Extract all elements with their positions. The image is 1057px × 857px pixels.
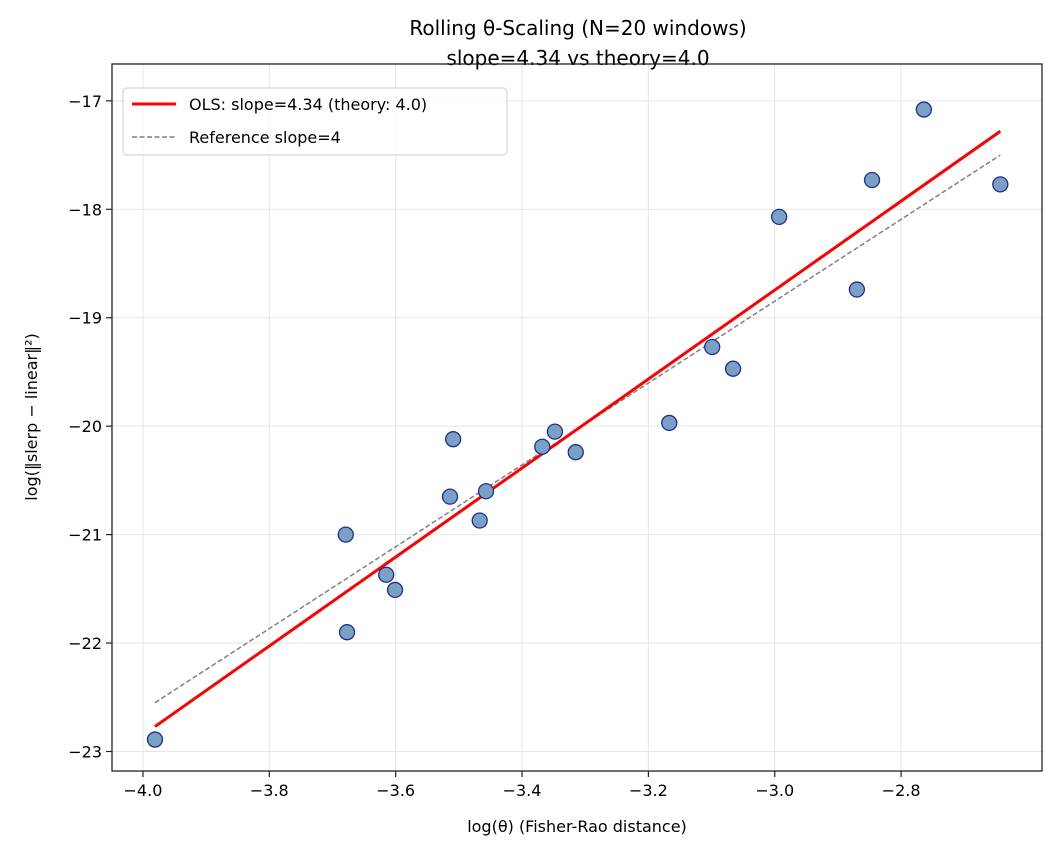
data-point xyxy=(992,176,1009,193)
data-point xyxy=(771,208,788,226)
data-point xyxy=(567,444,584,461)
data-point xyxy=(441,488,459,505)
ols-fit-line xyxy=(154,130,1002,728)
data-point xyxy=(378,566,395,583)
data-point xyxy=(704,338,721,356)
data-point xyxy=(386,581,404,599)
legend-box xyxy=(122,87,508,156)
x-tick-label: −3.2 xyxy=(629,781,668,800)
data-point xyxy=(477,483,495,500)
y-tick-label: −21 xyxy=(68,526,102,545)
data-point xyxy=(661,414,678,432)
y-tick-label: −19 xyxy=(68,309,102,328)
data-point xyxy=(724,360,742,377)
y-tick-label: −17 xyxy=(68,92,102,111)
data-point xyxy=(146,731,164,748)
data-point xyxy=(546,423,564,440)
y-ticks: −17 −18 −19 −20 −21 −22 −23 xyxy=(68,92,112,761)
data-point xyxy=(337,526,354,543)
x-axis-label: log(θ) (Fisher-Rao distance) xyxy=(467,817,687,836)
data-point xyxy=(848,281,866,298)
x-tick-label: −2.8 xyxy=(882,781,921,800)
legend: OLS: slope=4.34 (theory: 4.0) Reference … xyxy=(122,87,508,156)
x-tick-label: −3.4 xyxy=(503,781,542,800)
chart-subtitle: slope=4.34 vs theory=4.0 xyxy=(446,46,709,70)
x-ticks: −4.0 −3.8 −3.6 −3.4 −3.2 −3.0 −2.8 xyxy=(124,771,921,800)
y-axis-label: log(‖slerp − linear‖²) xyxy=(22,333,41,500)
data-point xyxy=(445,431,462,448)
data-point xyxy=(915,101,933,118)
data-point xyxy=(863,171,881,189)
data-point xyxy=(534,438,551,455)
y-tick-label: −20 xyxy=(68,417,102,436)
plot-frame xyxy=(111,63,1043,772)
y-tick-label: −22 xyxy=(68,634,102,653)
x-tick-label: −3.0 xyxy=(755,781,794,800)
data-point xyxy=(471,512,488,529)
y-tick-label: −23 xyxy=(68,742,102,761)
y-tick-label: −18 xyxy=(68,200,102,219)
x-tick-label: −3.6 xyxy=(376,781,415,800)
data-points xyxy=(146,101,1009,748)
grid xyxy=(112,64,1042,771)
legend-reference-label: Reference slope=4 xyxy=(189,128,341,147)
x-tick-label: −3.8 xyxy=(250,781,289,800)
fit-lines xyxy=(154,130,1002,728)
legend-ols-label: OLS: slope=4.34 (theory: 4.0) xyxy=(189,95,427,114)
data-point xyxy=(338,624,356,641)
x-tick-label: −4.0 xyxy=(124,781,163,800)
chart-title: Rolling θ-Scaling (N=20 windows) xyxy=(409,16,746,40)
